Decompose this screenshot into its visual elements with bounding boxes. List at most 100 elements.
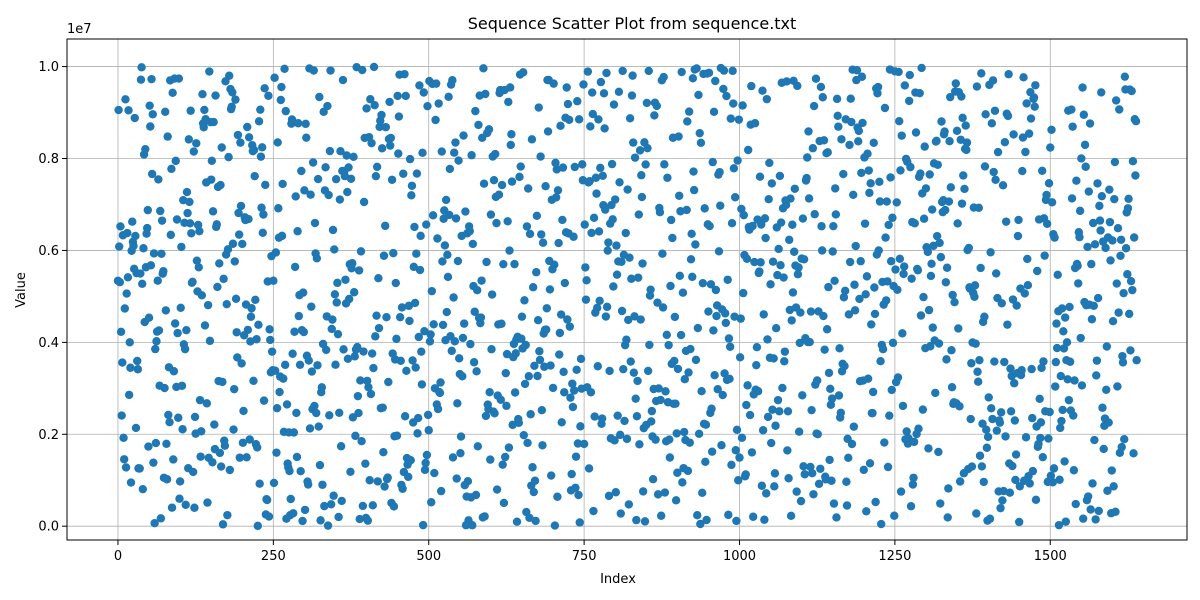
- data-point: [469, 358, 479, 367]
- data-point: [1030, 102, 1039, 111]
- data-point: [803, 153, 812, 162]
- data-point: [604, 238, 613, 247]
- data-point: [292, 452, 302, 462]
- data-point: [166, 230, 175, 240]
- data-point: [1014, 517, 1024, 527]
- data-point: [116, 222, 125, 231]
- data-point: [161, 107, 170, 117]
- data-point: [773, 395, 783, 405]
- data-point: [546, 361, 555, 370]
- data-point: [624, 315, 633, 325]
- data-point: [335, 408, 344, 417]
- data-point: [847, 439, 857, 449]
- data-point: [766, 280, 775, 289]
- data-point: [413, 413, 423, 423]
- data-point: [381, 122, 391, 132]
- data-point: [264, 512, 274, 521]
- data-point: [698, 278, 708, 288]
- data-point: [442, 307, 451, 317]
- data-point: [560, 388, 569, 397]
- data-point: [529, 487, 538, 497]
- data-point: [537, 406, 547, 415]
- data-point: [706, 280, 716, 289]
- data-point: [269, 276, 278, 285]
- data-point: [982, 443, 992, 452]
- data-point: [650, 111, 659, 120]
- data-point: [935, 238, 944, 248]
- data-point: [936, 499, 945, 508]
- data-point: [395, 312, 405, 322]
- data-point: [451, 214, 461, 223]
- data-point: [423, 101, 432, 111]
- data-point: [758, 86, 767, 95]
- data-point: [752, 360, 761, 370]
- data-point: [742, 254, 752, 264]
- data-point: [896, 487, 906, 496]
- data-point: [635, 440, 644, 449]
- data-point: [331, 360, 340, 369]
- data-point: [834, 391, 844, 400]
- data-point: [809, 490, 818, 499]
- data-point: [692, 64, 701, 73]
- data-point: [736, 314, 745, 323]
- data-point: [864, 166, 873, 175]
- data-point: [715, 167, 724, 177]
- data-point: [391, 278, 400, 288]
- data-point: [124, 106, 133, 115]
- data-point: [614, 87, 624, 97]
- data-point: [516, 162, 525, 171]
- data-point: [1067, 194, 1077, 203]
- data-point: [916, 311, 926, 320]
- data-point: [676, 207, 685, 216]
- data-point: [1025, 479, 1034, 488]
- data-point: [844, 310, 854, 319]
- data-point: [456, 432, 466, 441]
- data-point: [920, 142, 929, 151]
- data-point: [1067, 105, 1076, 114]
- data-point: [233, 130, 243, 140]
- data-point: [197, 427, 206, 436]
- data-point: [151, 344, 160, 354]
- data-point: [904, 96, 914, 106]
- data-point: [168, 88, 177, 98]
- data-point: [550, 260, 559, 269]
- data-point: [1094, 506, 1103, 516]
- data-point: [399, 169, 408, 178]
- data-point: [1063, 375, 1072, 384]
- data-point: [517, 334, 526, 343]
- data-point: [996, 408, 1006, 417]
- data-point: [336, 442, 346, 451]
- data-point: [1021, 433, 1031, 442]
- data-point: [122, 289, 131, 298]
- data-point: [799, 255, 809, 264]
- data-point: [252, 335, 261, 344]
- data-point: [257, 143, 267, 152]
- data-point: [921, 184, 931, 193]
- data-point: [1079, 514, 1088, 523]
- data-point: [252, 443, 262, 452]
- data-point: [610, 436, 619, 445]
- data-point: [828, 247, 837, 256]
- data-point: [188, 467, 198, 477]
- data-point: [644, 66, 653, 76]
- data-point: [188, 277, 197, 287]
- data-point: [433, 234, 442, 243]
- data-point: [380, 482, 389, 491]
- data-point: [741, 470, 750, 479]
- data-point: [229, 384, 239, 394]
- data-point: [1035, 394, 1044, 403]
- data-point: [117, 411, 126, 420]
- data-point: [522, 222, 532, 231]
- data-point: [603, 246, 612, 255]
- data-point: [222, 299, 231, 309]
- data-point: [659, 72, 668, 82]
- data-point: [314, 422, 323, 431]
- data-point: [714, 247, 724, 256]
- data-point: [747, 448, 757, 457]
- data-point: [839, 169, 848, 179]
- data-point: [579, 80, 588, 89]
- data-point: [933, 160, 942, 169]
- data-point: [379, 251, 389, 260]
- data-point: [386, 133, 396, 143]
- data-point: [187, 229, 196, 238]
